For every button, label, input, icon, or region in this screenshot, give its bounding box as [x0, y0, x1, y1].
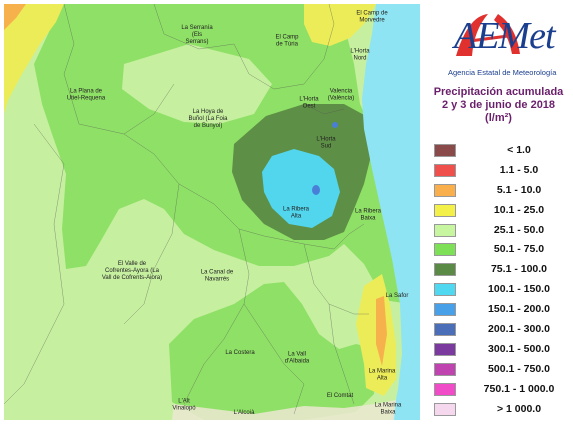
legend-row: 50.1 - 75.0	[434, 240, 572, 260]
region-label-valencia: Valencia (València)	[328, 89, 355, 102]
title-line1: Precipitación acumulada	[433, 86, 564, 98]
legend-row: 10.1 - 25.0	[434, 201, 572, 221]
aemet-logo-icon	[456, 14, 520, 56]
legend-swatch	[434, 303, 456, 317]
legend-swatch	[434, 382, 456, 396]
legend-row: < 1.0	[434, 141, 572, 161]
region-label-hoya-bunyol: La Hoya de Buñol (La Foia de Bunyol)	[188, 109, 228, 129]
region-label-ribera-alta: La Ribera Alta	[283, 207, 310, 220]
legend-label: 750.1 - 1 000.0	[483, 382, 555, 395]
zone-5-10-se	[376, 296, 387, 366]
legend-swatch	[434, 362, 456, 376]
region-label-serrania: La Serranía (Els Serrans)	[181, 25, 213, 45]
legend-row: 1.1 - 5.0	[434, 161, 572, 181]
region-label-horta-nord: L'Horta Nord	[350, 49, 370, 62]
region-label-alcoia: L'Alcoià	[234, 410, 255, 416]
legend-row: 5.1 - 10.0	[434, 181, 572, 201]
agency-name: Agencia Estatal de Meteorología	[448, 68, 557, 77]
region-label-costera: La Costera	[225, 350, 255, 356]
legend-label: 50.1 - 75.0	[493, 243, 545, 256]
map-title: Precipitación acumulada 2 y 3 de junio d…	[424, 86, 573, 125]
zone-150-200-b	[332, 122, 338, 128]
region-label-camp-turia: El Camp de Túria	[275, 35, 299, 48]
region-label-horta-oest: L'Horta Oest	[299, 97, 319, 110]
outside-province	[172, 400, 396, 420]
title-line2: 2 y 3 de junio de 2018	[441, 99, 556, 111]
zone-100-150	[262, 149, 340, 228]
region-label-plana-utiel: La Plana de Utiel-Requena	[67, 89, 106, 102]
legend-row: 150.1 - 200.0	[434, 300, 572, 320]
aemet-logo: AEMet Agencia Estatal de Meteorología	[438, 8, 568, 78]
sea	[362, 4, 420, 420]
legend-label: 200.1 - 300.0	[488, 323, 550, 336]
legend-swatch	[434, 323, 456, 337]
legend-row: 25.1 - 50.0	[434, 221, 572, 241]
legend-label: 5.1 - 10.0	[496, 183, 542, 196]
zone-25-50-notch	[122, 44, 272, 124]
legend-swatch	[434, 223, 456, 237]
legend-label: 100.1 - 150.0	[488, 283, 550, 296]
legend-swatch	[434, 342, 456, 356]
legend: < 1.0 1.1 - 5.0 5.1 - 10.0 10.1 - 25.0 25.1 …	[434, 141, 572, 419]
region-label-marina-alta: La Marina Alta	[369, 369, 396, 382]
precipitation-map: La Serranía (Els Serrans) El Camp de Túria El…	[4, 4, 420, 420]
legend-swatch	[434, 263, 456, 277]
legend-row: 500.1 - 750.0	[434, 360, 572, 380]
legend-label: 300.1 - 500.0	[488, 342, 550, 355]
legend-label: 10.1 - 25.0	[493, 203, 545, 216]
legend-swatch	[434, 203, 456, 217]
region-label-camp-morvedre: El Camp de Morvedre	[356, 11, 388, 24]
legend-label: 1.1 - 5.0	[499, 163, 539, 176]
region-label-marina-baixa: La Marina Baixa	[375, 403, 402, 416]
region-label-horta-sud: L'Horta Sud	[316, 137, 336, 150]
legend-label: 75.1 - 100.0	[490, 263, 548, 276]
legend-row: 100.1 - 150.0	[434, 280, 572, 300]
region-label-valle-cofrentes: El Valle de Cofrentes-Ayora (La Vall de Co…	[102, 261, 162, 281]
legend-swatch	[434, 163, 456, 177]
legend-label: 150.1 - 200.0	[488, 303, 550, 316]
region-label-canal-navarres: La Canal de Navarrés	[201, 270, 234, 283]
legend-row: 200.1 - 300.0	[434, 320, 572, 340]
legend-label: < 1.0	[507, 144, 531, 156]
legend-label: 500.1 - 750.0	[488, 362, 550, 375]
legend-row: 750.1 - 1 000.0	[434, 380, 572, 400]
title-unit: (l/m²)	[485, 112, 512, 124]
legend-panel: AEMet Agencia Estatal de Meteorología Pr…	[424, 0, 573, 428]
zone-5-10-west	[4, 4, 26, 30]
region-label-ribera-baixa: La Ribera Baixa	[355, 209, 382, 222]
region-label-comtat: El Comtat	[327, 393, 354, 399]
legend-label: > 1 000.0	[496, 402, 542, 415]
legend-swatch	[434, 283, 456, 297]
legend-row: > 1 000.0	[434, 400, 572, 420]
legend-swatch	[434, 402, 456, 416]
region-label-safor: La Safor	[386, 293, 409, 299]
logo-wordmark: AEMet	[454, 15, 556, 57]
zone-10-25-west	[4, 4, 64, 114]
zone-50-75-south	[169, 282, 376, 420]
region-label-alt-vinalopo: L'Alt Vinalopó	[172, 399, 196, 412]
legend-row: 300.1 - 500.0	[434, 340, 572, 360]
zone-10-25-ne	[304, 4, 376, 46]
zone-150-200	[312, 185, 320, 195]
legend-row: 75.1 - 100.0	[434, 260, 572, 280]
legend-swatch	[434, 183, 456, 197]
region-label-vall-albaida: La Vall d'Albaida	[285, 352, 310, 365]
legend-swatch	[434, 243, 456, 257]
legend-swatch	[434, 144, 456, 157]
map-canvas: La Serranía (Els Serrans) El Camp de Túria El…	[4, 4, 420, 420]
legend-label: 25.1 - 50.0	[493, 223, 545, 236]
comarca-borders	[4, 4, 369, 415]
